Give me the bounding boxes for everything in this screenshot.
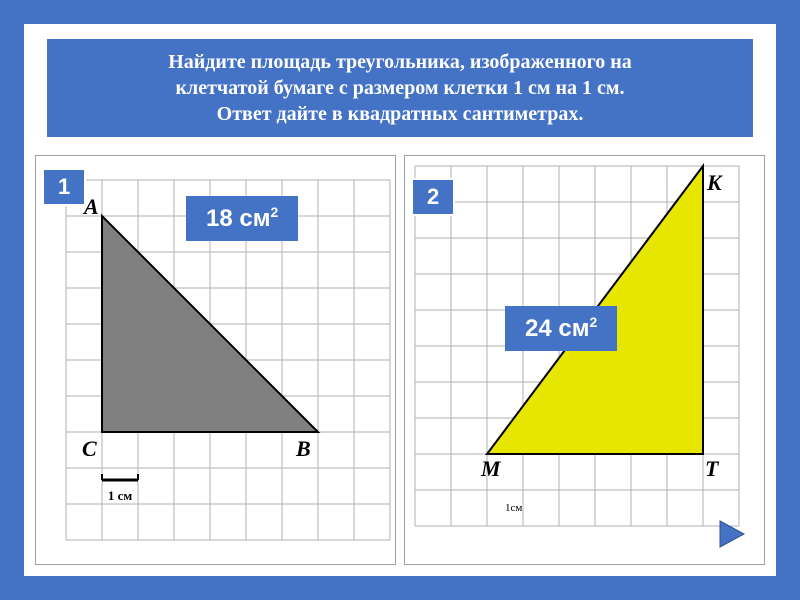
panel-2-scale: 1см (505, 502, 522, 514)
panel-2-answer: 24 см2 (505, 306, 617, 351)
vertex-K: K (707, 170, 722, 196)
panel-2-scale-label: 1см (505, 502, 522, 514)
task-statement: Найдите площадь треугольника, изображенн… (45, 37, 755, 139)
panel-1-answer-value: 18 см (206, 205, 270, 232)
slide-inner: Найдите площадь треугольника, изображенн… (24, 24, 776, 576)
task-line2: клетчатой бумаге с размером клетки 1 см … (175, 77, 624, 99)
grid-2 (405, 156, 765, 565)
panels-row: 1 18 см2 A B C 1 см (27, 155, 773, 573)
panel-1-number: 1 (58, 174, 70, 199)
next-arrow-icon (716, 517, 756, 551)
panel-2-answer-sup: 2 (589, 314, 597, 330)
panel-1-scale: 1 см (100, 466, 140, 504)
task-line1: Найдите площадь треугольника, изображенн… (168, 51, 632, 73)
vertex-T: T (705, 456, 718, 482)
panel-1-answer: 18 см2 (186, 196, 298, 241)
vertex-B: B (296, 436, 311, 462)
panel-2-number: 2 (427, 184, 439, 209)
next-button[interactable] (716, 517, 756, 556)
vertex-M: M (481, 456, 501, 482)
panel-2-answer-value: 24 см (525, 315, 589, 342)
vertex-C: C (82, 436, 97, 462)
panel-2-number-badge: 2 (411, 178, 455, 216)
scale-bar-1-icon (100, 466, 140, 484)
task-line3: Ответ дайте в квадратных сантиметрах. (217, 103, 584, 125)
panel-1-scale-label: 1 см (100, 488, 140, 504)
panel-1: 1 18 см2 A B C 1 см (35, 155, 396, 565)
slide-frame: Найдите площадь треугольника, изображенн… (0, 0, 800, 600)
panel-2: 2 24 см2 K M T 1см (404, 155, 765, 565)
panel-1-answer-sup: 2 (270, 204, 278, 220)
panel-1-number-badge: 1 (42, 168, 86, 206)
